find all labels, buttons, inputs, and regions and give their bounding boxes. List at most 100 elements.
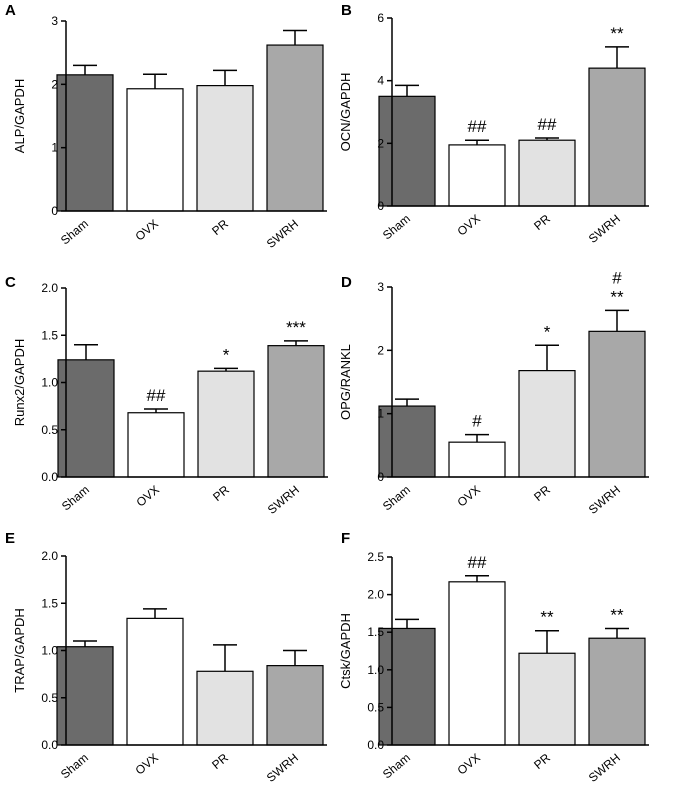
x-tick-label-e-3: SWRH [264,751,301,785]
x-tick-label-b-3: SWRH [586,212,623,246]
y-tick-label-c-3: 1.5 [41,328,58,342]
bar-b-swrh [588,67,646,207]
significance-mark-f-2: ** [540,608,554,627]
y-tick-label-c-2: 1.0 [41,376,58,390]
y-axis-label-a: ALP/GAPDH [12,79,27,153]
bar-a-ovx [126,88,184,212]
bar-a-pr [196,84,254,212]
y-tick-label-f-3: 1.5 [367,625,384,639]
bar-c-swrh [267,345,325,478]
y-tick-label-e-0: 0.0 [41,738,58,752]
panel-f: F Ctsk/GAPDH Sham ## OVX ** PR ** SWRH 0.0 0.5 1.0 1… [338,530,649,785]
significance-mark-b-3: ** [610,24,624,43]
y-tick-label-d-3: 3 [377,280,384,294]
y-tick-label-b-3: 6 [377,11,384,25]
y-tick-label-c-1: 0.5 [41,423,58,437]
significance-mark-c-3: *** [286,318,306,337]
y-tick-label-d-2: 2 [377,343,384,357]
significance-mark-c-1: ## [147,386,166,405]
x-tick-label-f-2: PR [531,750,553,772]
y-tick-label-f-4: 2.0 [367,588,384,602]
bar-b-pr [518,139,576,207]
x-tick-label-d-1: OVX [455,483,483,510]
x-tick-label-c-3: SWRH [265,483,302,517]
y-tick-label-b-2: 4 [377,74,384,88]
panel-a: A ALP/GAPDH Sham OVX PR SWRH 0 1 2 3 [5,2,327,251]
y-axis-label-d: OPG/RANKL [338,344,353,420]
panel-label-d: D [341,274,352,291]
panel-c: C Runx2/GAPDH Sham ## OVX * PR *** SWRH 0.0 0.5 1.0… [5,274,328,517]
x-tick-label-e-1: OVX [133,751,161,778]
x-tick-label-b-1: OVX [455,212,483,239]
x-tick-label-f-1: OVX [455,751,483,778]
panel-label-a: A [5,2,16,19]
panel-e: E TRAP/GAPDH Sham OVX PR SWRH 0.0 0.5 1.0 1.5 2.0 [5,530,327,785]
bar-f-sham [378,627,436,746]
y-axis-label-e: TRAP/GAPDH [12,608,27,693]
bar-c-ovx [127,412,185,478]
x-tick-label-f-0: Sham [380,751,413,782]
bar-f-pr [518,652,576,746]
x-tick-label-d-3: SWRH [586,483,623,517]
significance-mark-d-1: # [472,412,482,431]
y-tick-label-c-0: 0.0 [41,470,58,484]
x-tick-label-c-2: PR [210,482,232,504]
x-tick-label-a-2: PR [209,216,231,238]
x-tick-label-b-2: PR [531,211,553,233]
x-tick-label-e-0: Sham [58,751,91,782]
x-tick-label-e-2: PR [209,750,231,772]
y-tick-label-e-1: 0.5 [41,691,58,705]
significance-mark-d-2: * [544,322,551,341]
y-tick-label-b-1: 2 [377,136,384,150]
y-tick-label-b-0: 0 [377,199,384,213]
y-tick-label-c-4: 2.0 [41,281,58,295]
bar-b-sham [378,95,436,207]
bar-a-swrh [266,44,324,212]
y-axis-label-c: Runx2/GAPDH [12,339,27,426]
bar-f-ovx [448,581,506,746]
y-tick-label-d-0: 0 [377,470,384,484]
y-tick-label-f-2: 1.0 [367,663,384,677]
y-tick-label-a-0: 0 [51,204,58,218]
significance-mark-d-3-0: # [612,268,622,287]
y-tick-label-e-2: 1.0 [41,644,58,658]
y-tick-label-a-3: 3 [51,14,58,28]
y-tick-label-a-2: 2 [51,77,58,91]
x-tick-label-f-3: SWRH [586,751,623,785]
y-axis-label-b: OCN/GAPDH [338,73,353,152]
bar-c-sham [57,359,115,478]
bar-d-sham [378,405,436,478]
bar-c-pr [197,370,255,478]
bar-d-pr [518,370,576,478]
y-tick-label-f-1: 0.5 [367,700,384,714]
significance-mark-b-1: ## [468,117,487,136]
bar-d-ovx [448,441,506,478]
bar-f-swrh [588,637,646,746]
bar-d-swrh [588,330,646,478]
panel-label-b: B [341,2,352,19]
significance-mark-f-3: ** [610,605,624,624]
x-tick-label-a-0: Sham [58,217,91,248]
x-tick-label-c-1: OVX [134,483,162,510]
x-tick-label-a-3: SWRH [264,217,301,251]
y-tick-label-e-4: 2.0 [41,549,58,563]
panel-label-f: F [341,530,350,547]
x-tick-label-b-0: Sham [380,212,413,243]
y-tick-label-e-3: 1.5 [41,596,58,610]
significance-mark-d-3-1: ** [610,287,624,306]
y-axis-label-f: Ctsk/GAPDH [338,613,353,689]
y-tick-label-f-5: 2.5 [367,550,384,564]
panel-b: B OCN/GAPDH Sham ## OVX ## PR ** SWRH 0 2 4 6 [338,2,649,246]
significance-mark-c-2: * [223,345,230,364]
y-tick-label-a-1: 1 [51,141,58,155]
bar-e-ovx [126,617,184,746]
x-tick-label-c-0: Sham [59,483,92,514]
bar-e-swrh [266,665,324,746]
y-tick-label-f-0: 0.0 [367,738,384,752]
significance-mark-f-1: ## [468,553,487,572]
bar-b-ovx [448,144,506,207]
significance-mark-b-2: ## [538,115,557,134]
bar-e-pr [196,670,254,746]
